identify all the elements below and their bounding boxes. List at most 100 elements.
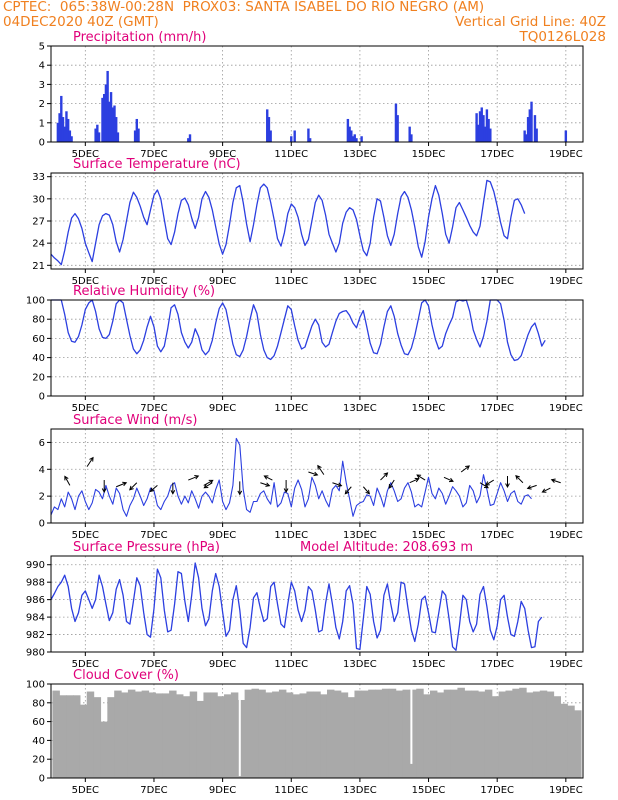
surface-temperature-xtick-label: 15DEC [412, 276, 446, 287]
grid-line-info: Vertical Grid Line: 40Z [455, 14, 606, 30]
wind-arrow [362, 486, 370, 495]
surface-wind-title: Surface Wind (m/s) [73, 413, 197, 428]
precip-bar [104, 84, 108, 142]
precip-bar [394, 103, 398, 142]
cloud-bar [416, 688, 424, 778]
surface-temperature-ytick-label: 30 [32, 194, 45, 205]
precip-bar [187, 138, 190, 142]
wind-arrow [515, 475, 524, 484]
wind-arrow [443, 476, 454, 482]
surface-temperature-title: Surface Temperature (nC) [73, 157, 241, 172]
surface-temperature-xtick-label: 17DEC [480, 276, 514, 287]
wind-arrow [260, 482, 270, 487]
cloud-bar [237, 699, 246, 778]
relative-humidity-xtick-label: 7DEC [140, 403, 167, 414]
cloud-cover-xtick-label: 19DEC [549, 785, 583, 796]
wind-arrow-head [203, 483, 209, 489]
cloud-bar [519, 687, 527, 778]
precip-bar [482, 115, 485, 142]
wind-arrow-head [465, 465, 470, 470]
wind-arrow-head [208, 479, 214, 485]
precip-bar [477, 124, 480, 142]
wind-arrow-head [550, 478, 556, 483]
cloud-cover-frame [50, 683, 584, 779]
precip-bar [564, 130, 568, 142]
cloud-bar [272, 691, 280, 778]
precip-bar [58, 113, 61, 142]
wind-arrow-head [313, 471, 319, 477]
cloud-bar [52, 690, 60, 778]
cloud-cover-xtick-label: 17DEC [480, 785, 514, 796]
wind-arrow-head [263, 475, 269, 480]
cloud-bar [526, 692, 534, 778]
wind-arrow [308, 471, 318, 476]
precip-bar [94, 128, 97, 142]
relative-humidity-title: Relative Humidity (%) [73, 284, 215, 299]
wind-arrow-head [122, 481, 128, 487]
wind-arrow [86, 457, 94, 467]
cloud-bar [175, 694, 184, 778]
surface-pressure-ytick-label: 980 [26, 648, 45, 659]
cloud-cover-ytick-label: 0 [39, 774, 45, 785]
precipitation-mmh-xtick-label: 5DEC [72, 149, 99, 160]
cloud-bar [340, 692, 349, 778]
cloud-bar [73, 695, 81, 778]
cloud-bar [278, 689, 287, 778]
cloud-cover-xtick-label: 9DEC [209, 785, 236, 796]
wind-arrow [64, 476, 71, 486]
wind-arrow [479, 482, 489, 489]
cloud-bar [464, 690, 472, 778]
relative-humidity-xtick-label: 19DEC [549, 403, 583, 414]
surface-wind-xtick-label: 19DEC [549, 530, 583, 541]
station-info: CPTEC: 065:38W-00:28N PROX03: SANTA ISAB… [3, 0, 485, 15]
precip-bar [96, 124, 99, 142]
surface-pressure-xtick-label: 13DEC [343, 659, 377, 670]
cloud-cover-xtick-label: 11DEC [274, 785, 308, 796]
cloud-bar [169, 690, 177, 778]
cloud-bar [436, 692, 445, 778]
wind-arrow [344, 486, 352, 495]
cloud-bar [93, 697, 102, 778]
wind-arrow [150, 485, 158, 492]
surface-pressure-ytick-label: 988 [26, 578, 45, 589]
surface-pressure-ytick-label: 982 [26, 630, 45, 641]
cloud-bar [498, 691, 507, 778]
surface-pressure-xtick-label: 19DEC [549, 659, 583, 670]
wind-arrow-head [170, 489, 176, 495]
precip-bar [533, 115, 537, 142]
surface-pressure-xtick-label: 11DEC [274, 659, 308, 670]
relative-humidity-ytick-label: 80 [32, 315, 45, 326]
cloud-bar [512, 688, 520, 778]
precip-bar [307, 128, 310, 142]
surface-wind-xtick-label: 9DEC [209, 530, 236, 541]
cloud-gap [238, 684, 241, 777]
precip-bar [475, 113, 478, 142]
precip-bar [56, 122, 60, 142]
cloud-cover-xtick-label: 15DEC [412, 785, 446, 796]
surface-wind-xtick-label: 17DEC [480, 530, 514, 541]
relative-humidity-ytick-label: 20 [32, 372, 45, 383]
cloud-bar [292, 694, 301, 778]
cloud-bar [182, 696, 191, 778]
surface-temperature-frame [50, 172, 584, 270]
cloud-bar [230, 692, 239, 778]
precip-bar [135, 118, 139, 142]
precip-bar [353, 134, 356, 142]
surface-temperature-ytick-label: 21 [32, 261, 45, 272]
precip-bar [487, 118, 490, 142]
relative-humidity-xtick-label: 13DEC [343, 403, 377, 414]
cloud-bar [347, 697, 356, 778]
cloud-cover-ytick-label: 80 [32, 698, 45, 709]
wind-arrow-head [283, 488, 289, 494]
precip-bar [113, 105, 116, 142]
cloud-bar [388, 688, 397, 778]
precip-bar [61, 117, 65, 142]
precipitation-mmh-ytick-label: 1 [39, 118, 45, 129]
precip-bar [188, 134, 192, 142]
precip-bar [293, 130, 296, 142]
cloud-bar [313, 691, 321, 778]
cloud-bar [59, 695, 67, 778]
cloud-bar [375, 689, 383, 778]
surface-temperature-series-line [50, 179, 526, 266]
surface-wind-xtick-label: 11DEC [274, 530, 308, 541]
